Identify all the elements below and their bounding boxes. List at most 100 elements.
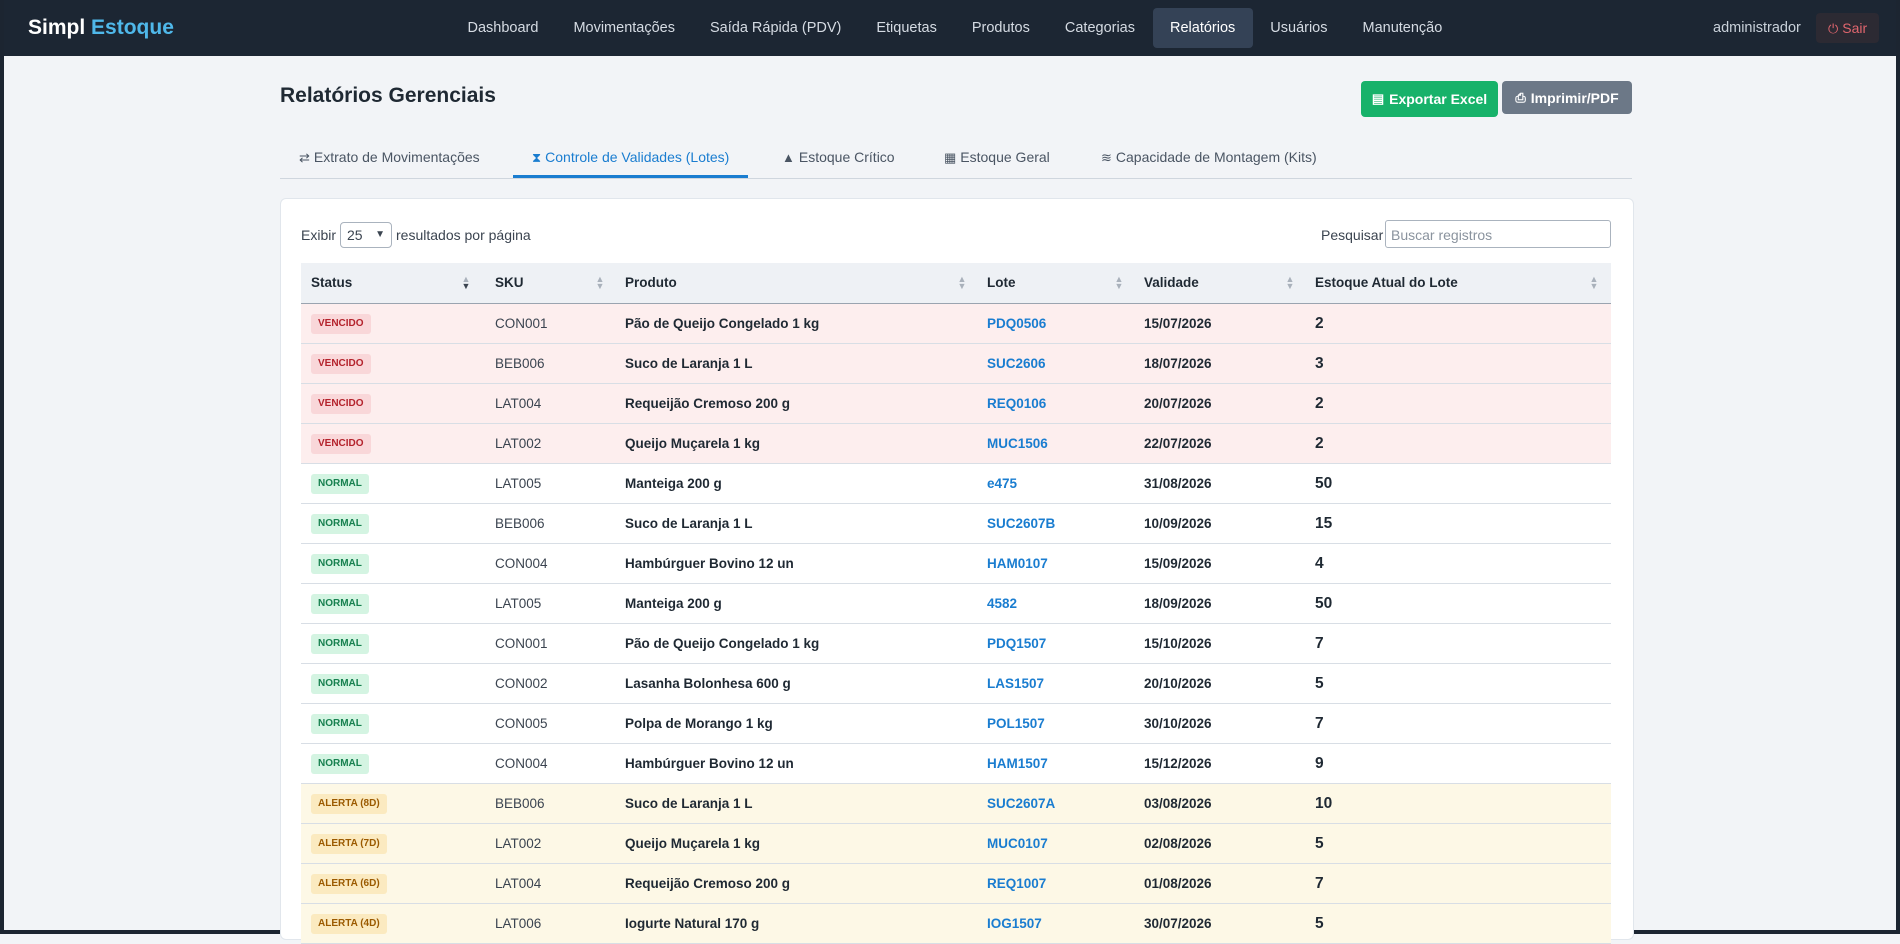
status-cell: VENCIDO [311,344,371,383]
lote-link[interactable]: 4582 [987,596,1018,611]
produto-cell: Queijo Muçarela 1 kg [625,436,761,451]
tab-estoque-critico[interactable]: ▲ Estoque Crítico [782,137,895,177]
lote-link[interactable]: SUC2607A [987,796,1056,811]
sort-icon[interactable]: ▲ ▼ [595,274,605,291]
tab-estoque-geral[interactable]: ▦ Estoque Geral [944,137,1050,177]
nav-item-produtos[interactable]: Produtos [971,20,1030,36]
brand-logo[interactable]: Simpl Estoque [28,0,174,56]
sort-icon[interactable]: ▲ ▼ [461,274,471,291]
column-header-lote[interactable]: Lote [987,275,1016,290]
lote-link[interactable]: REQ0106 [987,396,1047,411]
lote-link[interactable]: MUC0107 [987,836,1048,851]
nav-item-manutencao[interactable]: Manutenção [1362,20,1443,36]
column-header-produto[interactable]: Produto [625,275,677,290]
hourglass-icon: ⧗ [532,150,542,165]
tab-extrato-movimentacoes[interactable]: ⇄ Extrato de Movimentações [299,137,480,177]
table-row[interactable]: NORMAL LAT005 Manteiga 200 g 4582 18/09/2026… [301,584,1611,624]
nav-item-movimentacoes[interactable]: Movimentações [573,20,675,36]
tab-controle-validades[interactable]: ⧗ Controle de Validades (Lotes) [513,137,749,178]
produto-cell: Suco de Laranja 1 L [625,356,753,371]
page-size-select[interactable]: 25 ▼ [340,222,393,248]
lote-link[interactable]: PDQ1507 [987,636,1047,651]
nav-item-etiquetas[interactable]: Etiquetas [876,20,937,36]
lote-link[interactable]: SUC2607B [987,516,1056,531]
sku-cell: LAT002 [495,836,542,851]
status-badge: ALERTA (4D) [311,914,387,935]
lote-link[interactable]: REQ1007 [987,876,1047,891]
status-cell: NORMAL [311,704,369,743]
estoque-cell: 7 [1315,635,1324,652]
table-row[interactable]: NORMAL CON001 Pão de Queijo Congelado 1 kg… [301,624,1611,664]
logout-button[interactable]: ⏻ Sair [1816,13,1880,43]
sort-icon[interactable]: ▲ ▼ [957,274,967,291]
column-header-validade[interactable]: Validade [1144,275,1199,290]
sku-cell: LAT004 [495,876,542,891]
sort-icon[interactable]: ▲ ▼ [1589,274,1599,291]
status-badge: NORMAL [311,714,369,735]
table-row[interactable]: NORMAL CON004 Hambúrguer Bovino 12 un HAM15… [301,744,1611,784]
table-row[interactable]: VENCIDO LAT002 Queijo Muçarela 1 kg MUC1506… [301,424,1611,464]
tab-capacidade-montagem[interactable]: ≋ Capacidade de Montagem (Kits) [1101,137,1317,177]
sku-cell: BEB006 [495,516,545,531]
status-badge: NORMAL [311,474,369,495]
logout-label: Sair [1842,20,1868,36]
lote-link[interactable]: PDQ0506 [987,316,1047,331]
print-pdf-button[interactable]: ⎙ Imprimir/PDF [1502,81,1632,114]
lote-link[interactable]: IOG1507 [987,916,1042,931]
table-row[interactable]: NORMAL CON005 Polpa de Morango 1 kg POL1507… [301,704,1611,744]
nav-item-usuarios[interactable]: Usuários [1270,20,1328,36]
estoque-cell: 9 [1315,755,1324,772]
status-cell: NORMAL [311,504,369,543]
table-row[interactable]: ALERTA (6D) LAT004 Requeijão Cremoso 200 g… [301,864,1611,904]
tab-label: Estoque Geral [960,149,1050,165]
sku-cell: CON004 [495,556,548,571]
produto-cell: Pão de Queijo Congelado 1 kg [625,316,820,331]
column-header-estoque-atual[interactable]: Estoque Atual do Lote [1315,275,1458,290]
lote-link[interactable]: LAS1507 [987,676,1045,691]
lote-link[interactable]: HAM0107 [987,556,1048,571]
table-row[interactable]: NORMAL CON002 Lasanha Bolonhesa 600 g LAS15… [301,664,1611,704]
sort-icon[interactable]: ▲ ▼ [1114,274,1124,291]
lote-link[interactable]: POL1507 [987,716,1045,731]
column-header-status[interactable]: Status [311,275,353,290]
export-excel-button[interactable]: ▤ Exportar Excel [1361,81,1498,117]
lote-link[interactable]: e475 [987,476,1018,491]
sku-cell: CON001 [495,636,548,651]
sku-cell: BEB006 [495,356,545,371]
tab-label: Extrato de Movimentações [313,149,480,165]
table-row[interactable]: ALERTA (8D) BEB006 Suco de Laranja 1 L SUC2… [301,784,1611,824]
nav-item-relatorios[interactable]: Relatórios [1152,8,1253,48]
table-row[interactable]: ALERTA (7D) LAT002 Queijo Muçarela 1 kg MUC… [301,824,1611,864]
nav-item-saida-rapida[interactable]: Saída Rápida (PDV) [709,20,842,36]
table-row[interactable]: VENCIDO LAT004 Requeijão Cremoso 200 g REQ0… [301,384,1611,424]
status-badge: VENCIDO [311,434,371,455]
sku-cell: BEB006 [495,796,545,811]
nav-item-dashboard[interactable]: Dashboard [467,20,539,36]
estoque-cell: 50 [1315,475,1333,492]
table-row[interactable]: NORMAL CON004 Hambúrguer Bovino 12 un HAM01… [301,544,1611,584]
table-row[interactable]: NORMAL BEB006 Suco de Laranja 1 L SUC2607B 1… [301,504,1611,544]
status-cell: NORMAL [311,464,369,503]
sku-cell: LAT006 [495,916,542,931]
table-row[interactable]: VENCIDO BEB006 Suco de Laranja 1 L SUC2606 1… [301,344,1611,384]
status-badge: ALERTA (6D) [311,874,387,895]
lote-link[interactable]: MUC1506 [987,436,1048,451]
sku-cell: CON002 [495,676,548,691]
sort-icon[interactable]: ▲ ▼ [1285,274,1295,291]
table-row[interactable]: VENCIDO CON001 Pão de Queijo Congelado 1 k… [301,304,1611,344]
validade-cell: 03/08/2026 [1144,796,1212,811]
nav-item-categorias[interactable]: Categorias [1064,20,1135,36]
table-row[interactable]: ALERTA (4D) LAT006 Iogurte Natural 170 g IO… [301,904,1611,944]
column-header-sku[interactable]: SKU [495,275,524,290]
warning-icon: ▲ [782,150,795,165]
table-row[interactable]: NORMAL LAT005 Manteiga 200 g e475 31/08/2026… [301,464,1611,504]
produto-cell: Iogurte Natural 170 g [625,916,760,931]
sku-cell: CON004 [495,756,548,771]
lote-link[interactable]: SUC2606 [987,356,1046,371]
status-cell: VENCIDO [311,304,371,343]
lote-link[interactable]: HAM1507 [987,756,1048,771]
status-cell: VENCIDO [311,384,371,423]
validade-cell: 15/07/2026 [1144,316,1212,331]
report-tabs: ⇄ Extrato de Movimentações ⧗ Controle de V… [280,137,1632,179]
search-input[interactable]: Buscar registros [1385,220,1611,248]
